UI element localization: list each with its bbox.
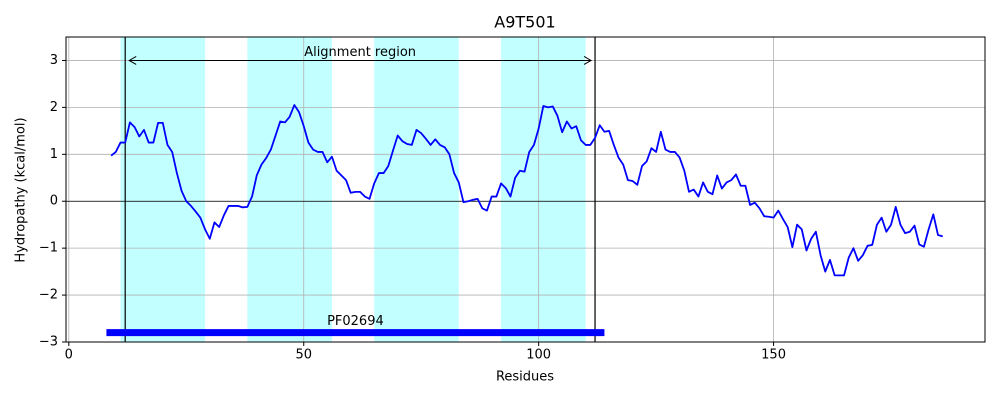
y-tick-label: −3 — [39, 335, 58, 350]
region — [247, 37, 332, 342]
y-tick-label: −1 — [39, 241, 58, 256]
arrow-head — [583, 56, 593, 65]
chart-title: A9T501 — [494, 13, 555, 32]
plot-frame — [65, 36, 986, 343]
region — [374, 37, 459, 342]
domain-label: PF02694 — [327, 314, 384, 329]
x-tick-label: 50 — [295, 348, 312, 363]
y-axis-label: Hydropathy (kcal/mol) — [14, 117, 29, 262]
x-axis-label: Residues — [496, 370, 554, 385]
region — [120, 37, 206, 342]
x-tick-label: 0 — [65, 348, 73, 363]
hydropathy-line — [110, 104, 943, 277]
y-tick-label: −2 — [39, 288, 58, 303]
annotation-label: Alignment region — [304, 45, 416, 60]
arrow-head — [128, 56, 137, 65]
region — [501, 37, 586, 342]
y-tick-label: 2 — [50, 100, 58, 115]
y-tick-label: 3 — [50, 53, 58, 68]
domain-bar — [106, 329, 605, 337]
x-tick-label: 150 — [761, 348, 786, 363]
x-tick-label: 100 — [526, 348, 551, 363]
y-tick-label: 1 — [50, 147, 58, 162]
y-tick-label: 0 — [50, 194, 58, 209]
